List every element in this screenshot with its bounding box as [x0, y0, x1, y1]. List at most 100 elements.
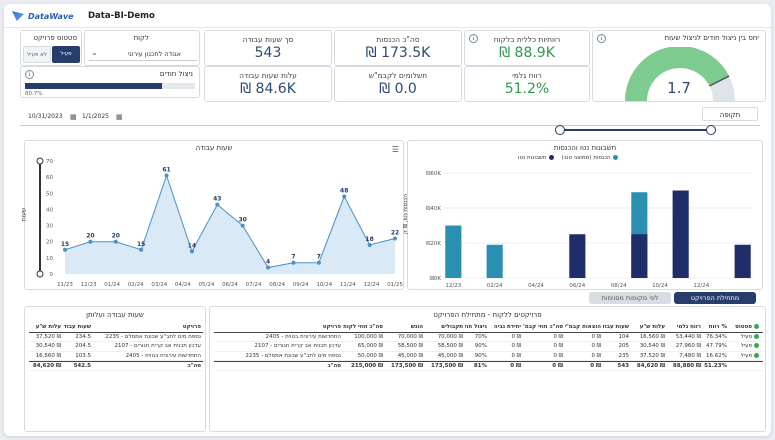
table-cell: פעיל	[740, 333, 752, 340]
table-cell-container: ₪ 50,000	[343, 353, 385, 359]
table-cell-container: עלות ש"ע	[29, 324, 63, 330]
table-cell: ₪ 84,620	[636, 362, 665, 369]
data-label: 14	[188, 242, 196, 249]
y-range-handle-bottom[interactable]	[36, 270, 44, 278]
table-row[interactable]: פעיל 16.62% ₪ 7,480 ₪ 37,520 235 ₪ 0 ₪ 0 ₪ 0 90%…	[214, 352, 763, 361]
line-point[interactable]	[139, 247, 144, 252]
x-tick-label: 08/24	[269, 282, 285, 288]
status-inactive-button[interactable]: לא פעיל	[23, 46, 51, 63]
line-point[interactable]	[164, 173, 169, 178]
line-point[interactable]	[88, 239, 93, 244]
table-cell-container: סה"כ	[93, 363, 203, 369]
gauge-label: יחס בין ניצול חודים לניצול שעות	[664, 34, 759, 42]
table-cell: רווח גלמי	[676, 324, 701, 331]
line-point[interactable]	[316, 260, 321, 265]
bar-income[interactable]	[445, 225, 462, 279]
table-cell-container: ₪ 30,540	[631, 343, 667, 349]
kpi-income-label: סה"כ הכנסות	[376, 35, 420, 44]
y-range-handle-top[interactable]	[36, 157, 44, 165]
table-cell: יחידת גביה	[493, 324, 521, 331]
line-point[interactable]	[215, 202, 220, 207]
line-point[interactable]	[113, 239, 118, 244]
status-filter-card: סטטוס פרויקט לא פעיל פעיל	[20, 30, 82, 66]
table-cell-container: ₪ 16,560	[29, 353, 63, 359]
kpi-work-hours-value: 543	[254, 45, 282, 61]
tab-projects[interactable]: מתחילת הפרויקט	[674, 292, 756, 304]
table-row[interactable]: פעיל 76.34% ₪ 53,440 ₪ 16,560 104 ₪ 0 ₪ 0 ₪ 0 70…	[214, 333, 763, 342]
x-tick-label: 09/24	[293, 282, 309, 288]
y-tick-label: 50	[46, 191, 53, 197]
info-icon[interactable]: i	[25, 70, 34, 79]
table-cell-container: ₪ 215,000	[343, 363, 385, 369]
x-tick-label: 04/24	[528, 283, 544, 289]
table-row[interactable]: פעיל 47.79% ₪ 27,960 ₪ 30,540 205 ₪ 0 ₪ 0 ₪ 0 90…	[214, 342, 763, 352]
table-cell: סטטוס	[735, 324, 752, 331]
bar-net[interactable]	[569, 234, 586, 278]
kpi-payments-label: תשלומים לקבמ"ש	[368, 71, 428, 80]
line-point[interactable]	[291, 260, 296, 265]
table-cell: 16.62%	[706, 352, 727, 359]
table-cell-container: ₪ 0	[565, 343, 603, 349]
bar-net[interactable]	[672, 190, 689, 279]
bar-chart-card: חשבונות נטו והכנסות הכנסות (ממוצגי טוב) …	[403, 140, 763, 290]
period-slider-end-handle[interactable]	[706, 125, 716, 135]
line-point[interactable]	[63, 247, 67, 252]
status-active-button[interactable]: פעיל	[52, 46, 80, 63]
table-cell-container: סה"כ חוזי קבמ"ש	[523, 324, 565, 330]
line-point[interactable]	[240, 223, 245, 228]
y-tick-label: ₪20K	[426, 241, 441, 247]
chart-options-icon[interactable]: ☰	[391, 145, 399, 154]
table-cell-container: 47.79%	[703, 343, 729, 349]
table-cell: ₪ 0	[590, 362, 601, 369]
line-point[interactable]	[393, 236, 397, 241]
info-icon[interactable]: i	[597, 34, 606, 43]
x-tick-label: 01/24	[104, 282, 120, 288]
line-point[interactable]	[266, 265, 271, 270]
table-cell: 76.34%	[706, 333, 727, 340]
client-dropdown[interactable]: אגודה לתכנון עירוני ⌄	[89, 48, 197, 61]
bar-net[interactable]	[734, 244, 751, 278]
table-cell: ₪ 45,000	[437, 352, 463, 359]
y-tick-label: ₪60K	[426, 171, 441, 177]
line-series	[64, 173, 396, 269]
table-row[interactable]: נספח מים לתב"ע שכונת אמסלם - 2235 234.5 ₪ …	[29, 333, 203, 342]
calendar-icon[interactable]: ▦	[116, 113, 123, 121]
table-row[interactable]: סה"כ 542.5 ₪ 84,620	[29, 361, 203, 371]
gauge	[625, 47, 735, 102]
bar-net[interactable]	[631, 234, 648, 278]
table-cell: עלות ש"ע	[35, 324, 61, 331]
table-cell: ₪ 65,000	[357, 343, 383, 350]
table-cell: ₪ 16,560	[35, 352, 61, 359]
info-icon[interactable]: i	[469, 34, 478, 43]
line-point[interactable]	[342, 194, 347, 199]
status-dot-icon	[754, 324, 759, 330]
line-point[interactable]	[367, 242, 372, 247]
data-label: 15	[137, 241, 145, 248]
status-filter-label: סטטוס פרויקט	[33, 34, 77, 42]
line-point[interactable]	[189, 249, 194, 254]
table-cell-container: 76.34%	[703, 334, 729, 340]
calendar-icon[interactable]: ▦	[70, 113, 77, 121]
table-cell: ₪ 0	[510, 362, 521, 369]
y-tick-label: 30	[46, 224, 53, 230]
table-cell: שעות עבודה	[603, 324, 629, 331]
period-slider-start-handle[interactable]	[555, 125, 565, 135]
utilization-value: 80.7%	[25, 91, 43, 97]
bar-income[interactable]	[486, 244, 503, 278]
table-row[interactable]: התחדשות עירונית בנווית - 2405 103.5 ₪ 16,5…	[29, 352, 203, 361]
date-end[interactable]: 1/1/2025	[82, 113, 109, 120]
table-cell: 47.79%	[706, 343, 727, 350]
table-cell: ₪ 70,000	[437, 333, 463, 340]
table-row[interactable]: 51.23% ₪ 88,880 ₪ 84,620 543 ₪ 0 ₪ 0 ₪ 0 81% ₪ 1…	[214, 361, 763, 371]
period-slider-track[interactable]	[560, 129, 710, 131]
tab-by-client[interactable]: לפי מקומות מסוימות	[589, 292, 671, 304]
table-cell-container: ₪ 0	[523, 343, 565, 349]
line-chart-svg: 0 10 20 30 40 50 60 70 11/23 12/23 01/24 02/24 03/24…	[36, 157, 403, 288]
legend-swatch-b	[548, 155, 554, 160]
kpi-payments-value: 0.0 ₪	[379, 81, 417, 97]
kpi-gross-profit-value: 51.2%	[504, 81, 550, 97]
table-row[interactable]: עדכון תכנית אב קרית חגורים - 2107 204.5 ₪ …	[29, 342, 203, 352]
data-label: 4	[266, 259, 270, 266]
table-cell: ₪ 0	[591, 343, 601, 350]
date-start[interactable]: 10/31/2023	[28, 113, 63, 120]
